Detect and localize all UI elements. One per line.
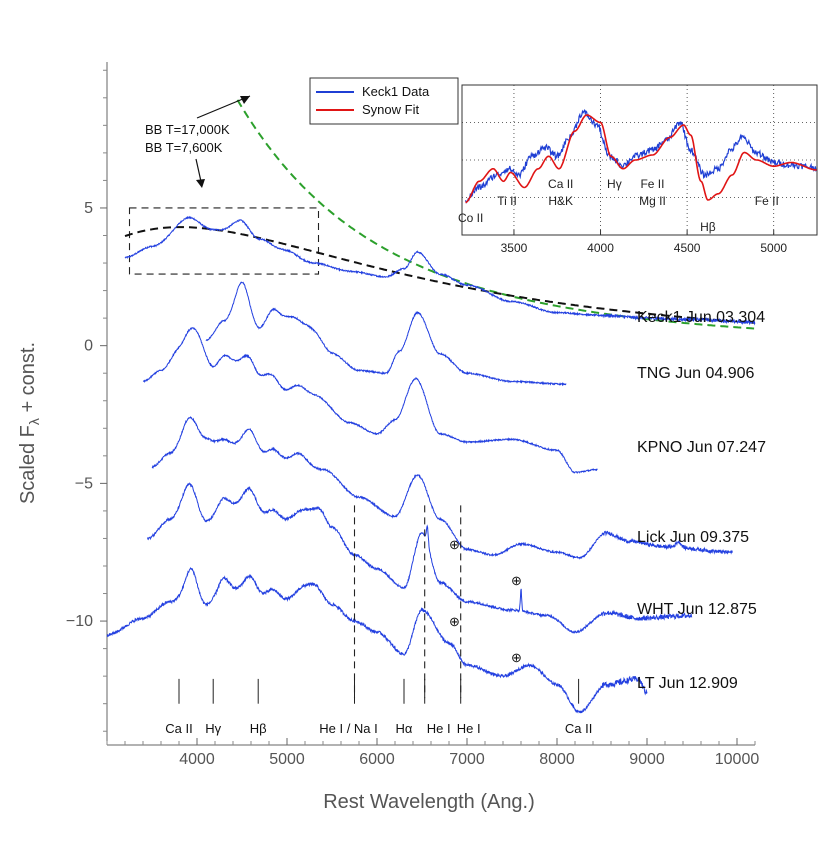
line-id-label: He I: [457, 721, 481, 736]
line-id-label: He I: [427, 721, 451, 736]
y-tick-label: −10: [66, 613, 93, 630]
series-label: WHT Jun 12.875: [637, 601, 757, 618]
inset-tick-label: 4500: [674, 241, 701, 255]
spectrum-line: [142, 327, 598, 475]
y-axis-title-sub: λ: [26, 418, 42, 425]
inset-fit-line: [465, 114, 817, 204]
x-axis-title: Rest Wavelength (Ang.): [323, 791, 535, 813]
arrow-head-7600: [196, 179, 205, 188]
inset-line-label: Ca II: [548, 177, 573, 191]
telluric-marks: ⊕ ⊕ ⊕ ⊕: [449, 537, 522, 665]
y-axis-title: Scaled Fλ + const.: [17, 342, 42, 504]
telluric-mark: ⊕: [449, 614, 460, 629]
telluric-mark: ⊕: [511, 573, 522, 588]
line-id-label: Hα: [396, 721, 413, 736]
telluric-mark: ⊕: [511, 650, 522, 665]
inset-tick-label: 5000: [760, 241, 787, 255]
telluric-mark: ⊕: [449, 537, 460, 552]
x-tick-label: 4000: [179, 751, 215, 768]
spectrum-line: [106, 567, 648, 714]
y-tick-label: 0: [84, 338, 93, 355]
series-label: Lick Jun 09.375: [637, 529, 749, 546]
arrow-17000: [196, 95, 251, 119]
series-label: LT Jun 12.909: [637, 675, 738, 692]
inset-panel: 3500 4000 4500 5000 Co II Ti II Ca II H&K Hγ Fe I…: [309, 77, 818, 255]
inset-line-label: Hγ: [607, 177, 622, 191]
zoom-box: [128, 207, 320, 275]
inset-line-label: Fe II: [755, 194, 779, 208]
inset-line-label: H&K: [548, 194, 573, 208]
x-tick-label: 10000: [715, 751, 760, 768]
y-tick-label: 5: [84, 200, 93, 217]
inset-line-label: Mg II: [639, 194, 666, 208]
series-label: KPNO Jun 07.247: [637, 439, 766, 456]
blackbody-fits: [124, 99, 756, 330]
line-id-label: Ca II: [165, 721, 192, 736]
arrow-head-17000: [240, 96, 250, 104]
x-tick-label: 8000: [539, 751, 575, 768]
line-id-verticals: Ca II Hγ Hβ He I / Na I Hα He I He I Ca II: [165, 505, 592, 736]
legend-label: Keck1 Data: [362, 84, 430, 99]
bb-label-17000: BB T=17,000K: [145, 122, 230, 137]
inset-tick-label: 3500: [501, 241, 528, 255]
inset-line-label: Fe II: [640, 177, 664, 191]
bb-label-7600: BB T=7,600K: [145, 140, 223, 155]
inset-line-label: Hβ: [700, 220, 716, 234]
series-label: TNG Jun 04.906: [637, 365, 755, 382]
series-label: Keck1 Jun 03.304: [637, 309, 765, 326]
spectrum-line: [124, 215, 756, 326]
inset-line-label: Co II: [458, 211, 483, 225]
bb-annotation: BB T=17,000K BB T=7,600K: [145, 95, 251, 188]
series-labels: Keck1 Jun 03.304 TNG Jun 04.906 KPNO Jun 0…: [637, 309, 766, 692]
legend-box: [309, 77, 459, 125]
main-ticks: 4000 5000 6000 7000 8000 9000 10000 −10 −5 0 5: [66, 69, 760, 768]
y-axis-title-rest: + const.: [17, 342, 39, 418]
line-id-label: Hγ: [205, 721, 221, 736]
legend-label: Synow Fit: [362, 102, 419, 117]
bb-fit-curve: [124, 226, 756, 324]
inset-line-label: Ti II: [497, 194, 517, 208]
x-tick-label: 7000: [449, 751, 485, 768]
inset-data-line: [464, 108, 818, 204]
spectrum-line: [147, 482, 693, 635]
spectra-series: [106, 215, 756, 714]
x-tick-label: 5000: [269, 751, 305, 768]
line-id-label: Hβ: [250, 721, 267, 736]
spectrum-line: [151, 416, 733, 560]
x-tick-label: 6000: [359, 751, 395, 768]
y-axis-title-main: Scaled F: [17, 425, 39, 504]
x-tick-label: 9000: [629, 751, 665, 768]
line-id-label: Ca II: [565, 721, 592, 736]
inset-tick-label: 4000: [587, 241, 614, 255]
spectrum-line: [205, 281, 567, 387]
line-id-label: He I / Na I: [319, 721, 378, 736]
y-tick-label: −5: [75, 475, 93, 492]
zoom-box-rect: [128, 207, 320, 275]
